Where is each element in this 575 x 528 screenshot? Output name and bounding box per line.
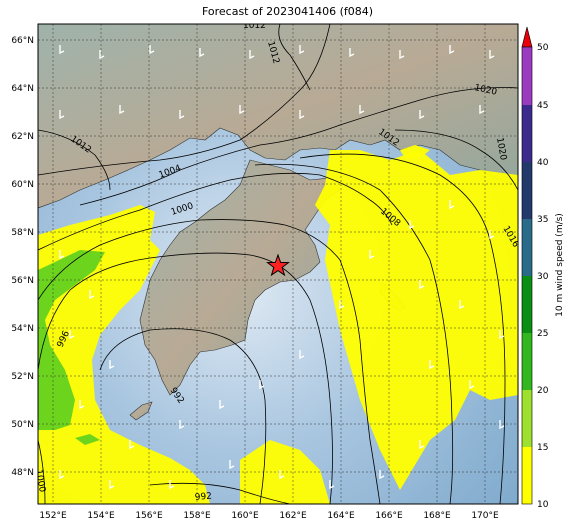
colorbar-bin [522, 333, 532, 390]
wind-shade-green [38, 250, 105, 430]
colorbar-tick: 40 [537, 158, 549, 168]
isobar-label-1: 1012 [243, 21, 266, 31]
colorbar-frame [521, 46, 533, 505]
isobar-label-13: 992 [194, 492, 212, 503]
gridlines [38, 24, 518, 504]
x-tick-label: 156°E [135, 511, 163, 521]
land-north [38, 24, 518, 209]
colorbar-extend-arrow [521, 26, 533, 48]
x-tick-label: 162°E [279, 511, 307, 521]
colorbar-tick: 15 [537, 443, 548, 453]
colorbar-tick: 20 [537, 386, 549, 396]
x-tick-label: 166°E [375, 511, 403, 521]
location-star-marker [266, 253, 290, 277]
colorbar-tick: 50 [537, 43, 549, 53]
y-tick-label: 48°N [11, 468, 34, 478]
map-area: 1012 1012 1020 1012 1004 1012 1000 1008 … [33, 21, 518, 504]
colorbar-bin [522, 390, 532, 447]
wind-shade-yellow-north [400, 145, 430, 158]
y-tick-label: 60°N [11, 180, 34, 190]
y-tick-label: 64°N [11, 84, 34, 94]
y-tick-label: 50°N [11, 420, 34, 430]
map-title: Forecast of 2023041406 (f084) [201, 5, 374, 18]
map-frame [37, 23, 519, 505]
colorbar-bin [522, 47, 532, 105]
isobar-label-14: 1000 [33, 469, 47, 494]
x-tick-label: 154°E [87, 511, 115, 521]
colorbar-tick: 30 [537, 272, 549, 282]
colorbar-tick: 45 [537, 101, 548, 111]
x-axis-ticks: 152°E 154°E 156°E 158°E 160°E 162°E 164°… [39, 511, 499, 521]
y-axis-ticks: 66°N 64°N 62°N 60°N 58°N 56°N 54°N 52°N … [11, 36, 34, 478]
wind-shade-green-2 [75, 434, 100, 445]
y-tick-label: 56°N [11, 276, 34, 286]
x-tick-label: 152°E [39, 511, 67, 521]
colorbar-bin [522, 162, 532, 219]
isobar-label-10: 1020 [494, 137, 508, 162]
y-tick-label: 66°N [11, 36, 34, 46]
wind-barbs [59, 45, 505, 490]
x-tick-label: 170°E [471, 511, 499, 521]
isobar-label-3: 1020 [473, 83, 498, 98]
y-tick-label: 62°N [11, 132, 34, 142]
y-tick-label: 52°N [11, 372, 34, 382]
x-tick-label: 160°E [231, 511, 259, 521]
colorbar-bin [522, 105, 532, 162]
colorbar: 10 15 20 25 30 35 40 45 50 10 m wind spe… [521, 26, 565, 510]
colorbar-bin [522, 219, 532, 276]
land-kuril [129, 401, 153, 421]
isobars [38, 24, 518, 504]
y-tick-label: 54°N [11, 324, 34, 334]
x-tick-label: 168°E [423, 511, 451, 521]
colorbar-tick: 25 [537, 329, 548, 339]
colorbar-label: 10 m wind speed (m/s) [555, 213, 565, 317]
x-tick-label: 164°E [327, 511, 355, 521]
colorbar-tick: 35 [537, 215, 548, 225]
y-tick-label: 58°N [11, 228, 34, 238]
colorbar-bin [522, 276, 532, 333]
colorbar-tick: 10 [537, 500, 549, 510]
colorbar-bin [522, 447, 532, 504]
x-tick-label: 158°E [183, 511, 211, 521]
